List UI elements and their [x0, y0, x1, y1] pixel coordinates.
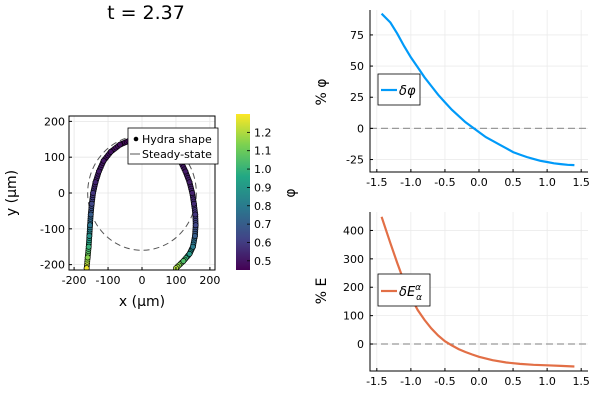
delta-e-y-tick-label: 400 [343, 224, 364, 237]
colorbar-tick-label: 1.1 [254, 145, 272, 158]
hydra-x-tick-label: -200 [62, 274, 87, 287]
hydra-x-axis-label: x (μm) [119, 294, 165, 310]
hydra-y-tick-label: -100 [40, 223, 65, 236]
delta-e-axes [369, 212, 588, 372]
delta-e-x-tick-label: -1.0 [400, 375, 421, 388]
colorbar-label: φ [283, 188, 299, 197]
delta-phi-x-tick-label: -1.0 [400, 176, 421, 189]
hydra-point [180, 258, 187, 264]
figure-title: t = 2.37 [107, 2, 185, 24]
hydra-point [100, 157, 107, 164]
delta-e-y-tick-label: 0 [357, 338, 364, 351]
hydra-legend-box [127, 127, 219, 165]
hydra-point [189, 190, 196, 196]
delta-phi-legend-label: δφ [399, 84, 416, 99]
delta-e-legend-label: δEα α [399, 283, 422, 303]
legend-steady-state: Steady-state [142, 148, 212, 161]
legend-hydra-shape: Hydra shape [142, 133, 212, 146]
hydra-point [192, 211, 199, 218]
colorbar-gradient [236, 114, 250, 270]
delta-phi-y-tick-label: 0 [357, 122, 364, 135]
hydra-point [192, 233, 198, 239]
hydra-point [83, 265, 90, 270]
hydra-y-tick-label: 0 [58, 187, 65, 200]
delta-e-x-tick-label: 0.0 [470, 375, 488, 388]
colorbar-tick-label: 0.9 [254, 181, 272, 194]
hydra-point [87, 222, 93, 229]
delta-e-y-tick-label: 100 [343, 310, 364, 323]
delta-phi-y-tick-label: 75 [350, 29, 364, 42]
hydra-point [87, 211, 94, 218]
delta-phi-x-tick-label: 0.0 [470, 176, 488, 189]
hydra-point [190, 243, 196, 250]
colorbar-ticks: 0.5 0.6 0.7 0.8 0.9 1.0 1.1 1.2 [247, 126, 272, 268]
delta-phi-y-tick-label: 25 [350, 91, 364, 104]
delta-e-y-tick-label: 200 [343, 281, 364, 294]
delta-phi-y-tick-label: 50 [350, 60, 364, 73]
delta-e-x-tick-label: -0.5 [434, 375, 455, 388]
delta-phi-x-tick-label: 1.5 [572, 176, 590, 189]
colorbar-tick-label: 1.0 [254, 163, 272, 176]
hydra-y-axis-label: y (μm) [4, 170, 20, 216]
delta-phi-y-ticks: -25 0 25 50 75 [346, 29, 373, 167]
delta-e-legend-sup: α [415, 283, 421, 293]
delta-e-y-tick-label: 300 [343, 253, 364, 266]
delta-e-panel: -1.5 -1.0 -0.5 0.0 0.5 1.0 1.5 0 100 200 300 400 %… [314, 212, 590, 388]
delta-e-legend: δEα α [377, 273, 431, 307]
hydra-panel: -200 -100 0 100 200 -200 -100 0 100 200 x (μm) y… [4, 114, 299, 310]
colorbar-tick-label: 1.2 [254, 126, 272, 139]
delta-e-x-tick-label: 0.5 [504, 375, 522, 388]
delta-phi-series-line [380, 12, 575, 167]
hydra-legend: Hydra shape Steady-state [127, 127, 219, 165]
colorbar-tick-label: 0.7 [254, 218, 272, 231]
delta-phi-x-tick-label: 1.0 [538, 176, 556, 189]
hydra-point [191, 200, 197, 207]
hydra-y-tick-label: 100 [44, 151, 65, 164]
delta-e-legend-sub: α [416, 293, 422, 303]
hydra-x-tick-label: 200 [199, 274, 220, 287]
hydra-x-tick-label: -100 [96, 274, 121, 287]
delta-phi-y-tick-label: -25 [346, 154, 364, 167]
delta-phi-x-tick-label: -0.5 [434, 176, 455, 189]
delta-phi-legend: δφ [377, 73, 421, 106]
delta-phi-x-tick-label: -1.5 [366, 176, 387, 189]
hydra-point [84, 254, 91, 261]
delta-e-y-ticks: 0 100 200 300 400 [343, 224, 373, 351]
legend-dot-marker [133, 136, 139, 142]
delta-e-y-axis-label: % E [314, 278, 330, 305]
hydra-y-tick-label: -200 [40, 259, 65, 272]
delta-e-x-tick-label: -1.5 [366, 375, 387, 388]
hydra-point [85, 243, 92, 250]
delta-e-x-tick-label: 1.0 [538, 375, 556, 388]
hydra-y-ticks: -200 -100 0 100 200 [40, 115, 72, 272]
hydra-x-tick-label: 0 [139, 274, 146, 287]
delta-e-x-ticks: -1.5 -1.0 -0.5 0.0 0.5 1.0 1.5 [366, 368, 590, 388]
hydra-point [88, 200, 95, 207]
delta-phi-y-axis-label: % φ [314, 79, 330, 106]
hydra-x-tick-label: 100 [165, 274, 186, 287]
delta-phi-axes [369, 10, 588, 173]
hydra-point [117, 141, 123, 148]
colorbar-tick-label: 0.8 [254, 200, 272, 213]
delta-e-legend-base: δE [399, 285, 416, 300]
delta-phi-x-ticks: -1.5 -1.0 -0.5 0.0 0.5 1.0 1.5 [366, 169, 590, 189]
hydra-y-tick-label: 200 [44, 115, 65, 128]
hydra-point [92, 179, 99, 186]
hydra-x-ticks: -200 -100 0 100 200 [62, 267, 220, 287]
colorbar-tick-label: 0.6 [254, 236, 272, 249]
hydra-point [186, 179, 193, 186]
hydra-point [95, 168, 102, 175]
hydra-point [182, 168, 189, 175]
hydra-point [186, 250, 193, 257]
hydra-point [192, 222, 199, 229]
delta-e-x-tick-label: 1.5 [572, 375, 590, 388]
hydra-point [107, 148, 114, 155]
colorbar: 0.5 0.6 0.7 0.8 0.9 1.0 1.1 1.2 φ [236, 114, 299, 270]
colorbar-tick-label: 0.5 [254, 255, 272, 268]
hydra-point [90, 190, 97, 196]
delta-phi-x-tick-label: 0.5 [504, 176, 522, 189]
hydra-point [86, 233, 93, 239]
